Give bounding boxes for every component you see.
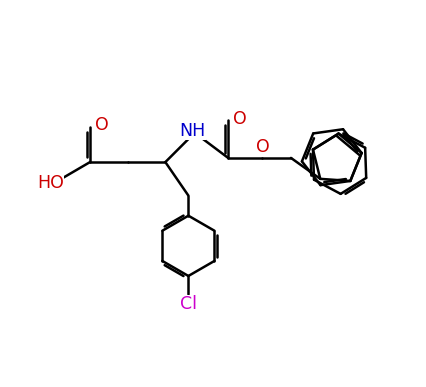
Text: O: O [233, 110, 246, 128]
Text: O: O [255, 138, 269, 156]
Text: O: O [95, 116, 108, 134]
Text: Cl: Cl [179, 295, 196, 313]
Text: NH: NH [179, 122, 205, 140]
Text: HO: HO [37, 174, 63, 192]
